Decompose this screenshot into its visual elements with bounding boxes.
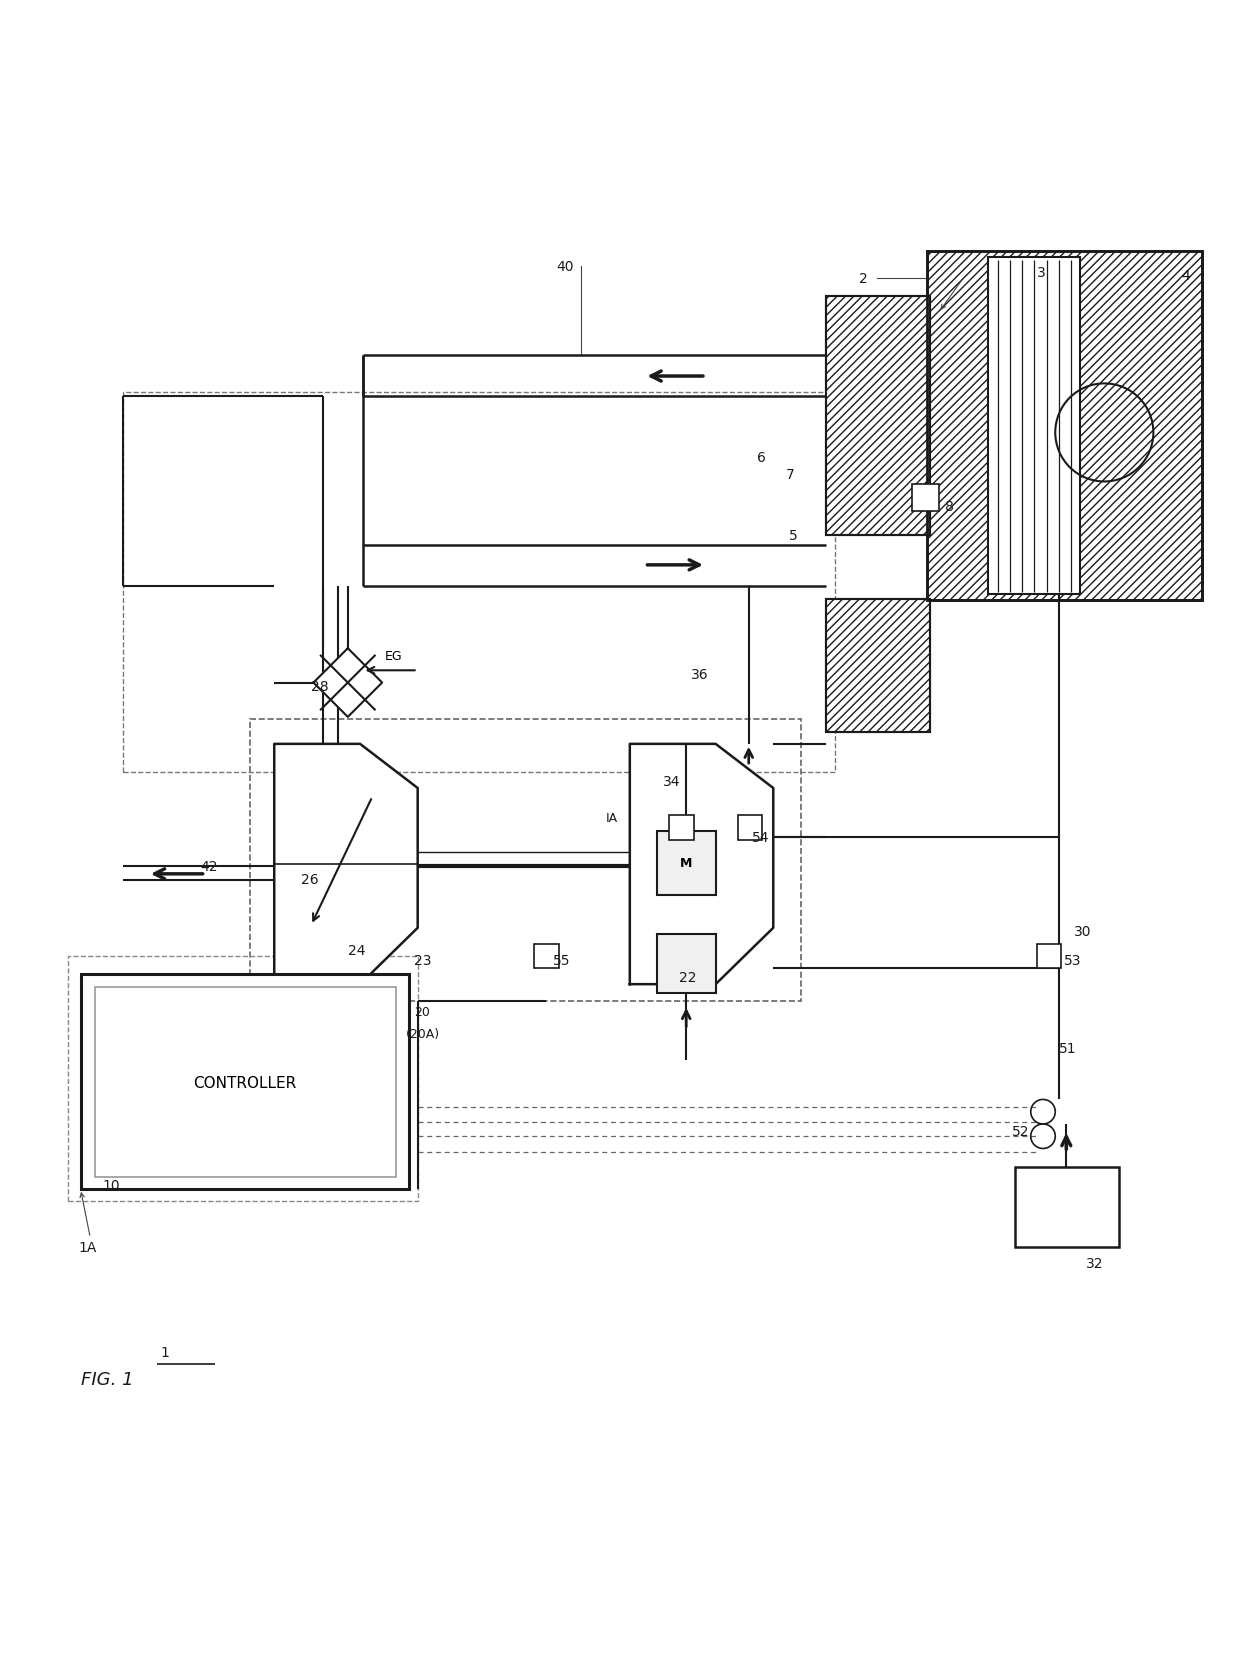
Text: 30: 30 xyxy=(1074,926,1091,939)
Bar xyxy=(826,600,930,732)
Bar xyxy=(926,252,1203,601)
Text: 40: 40 xyxy=(557,259,574,274)
Bar xyxy=(826,297,930,536)
Text: CONTROLLER: CONTROLLER xyxy=(193,1075,296,1090)
Bar xyxy=(81,974,409,1189)
Text: M: M xyxy=(680,857,692,870)
Bar xyxy=(657,832,715,895)
Text: 36: 36 xyxy=(691,667,709,682)
Text: FIG. 1: FIG. 1 xyxy=(81,1371,133,1388)
Polygon shape xyxy=(274,744,418,984)
Text: 23: 23 xyxy=(414,953,432,968)
Text: 22: 22 xyxy=(678,971,697,984)
Text: 34: 34 xyxy=(663,774,681,788)
Bar xyxy=(670,815,693,840)
Text: 20: 20 xyxy=(414,1005,430,1018)
Text: 2: 2 xyxy=(859,272,868,286)
Text: 52: 52 xyxy=(1012,1124,1030,1139)
Text: 3: 3 xyxy=(1037,265,1045,279)
Text: 32: 32 xyxy=(1086,1255,1104,1270)
Text: 28: 28 xyxy=(311,680,329,694)
Text: 1A: 1A xyxy=(78,1240,97,1253)
Text: (20A): (20A) xyxy=(405,1026,439,1040)
Bar xyxy=(988,259,1080,595)
Text: 10: 10 xyxy=(103,1179,120,1193)
Text: 53: 53 xyxy=(1064,953,1081,968)
Text: 4: 4 xyxy=(1182,269,1190,284)
Bar xyxy=(911,484,939,512)
Text: EG: EG xyxy=(384,650,402,662)
Bar xyxy=(826,600,930,732)
Polygon shape xyxy=(630,744,774,984)
Text: 26: 26 xyxy=(301,872,319,887)
Bar xyxy=(249,721,801,1001)
Text: 42: 42 xyxy=(201,860,218,874)
Text: 8: 8 xyxy=(945,499,954,514)
Text: IA: IA xyxy=(605,811,618,825)
Text: 7: 7 xyxy=(785,467,795,482)
Bar xyxy=(68,956,418,1201)
Bar xyxy=(826,297,930,536)
Text: 6: 6 xyxy=(758,450,766,465)
Bar xyxy=(926,252,1203,601)
Bar xyxy=(1014,1168,1118,1247)
Text: 55: 55 xyxy=(553,953,570,968)
Bar xyxy=(1037,944,1061,969)
Text: 1: 1 xyxy=(160,1346,169,1359)
Bar xyxy=(124,393,835,773)
Bar xyxy=(534,944,559,969)
Bar xyxy=(657,934,715,993)
Bar xyxy=(95,988,396,1178)
Text: 24: 24 xyxy=(347,942,366,958)
Bar xyxy=(738,815,763,840)
Text: 54: 54 xyxy=(753,830,770,845)
Text: 51: 51 xyxy=(1059,1042,1076,1055)
Text: 5: 5 xyxy=(789,529,799,543)
Polygon shape xyxy=(314,648,382,717)
